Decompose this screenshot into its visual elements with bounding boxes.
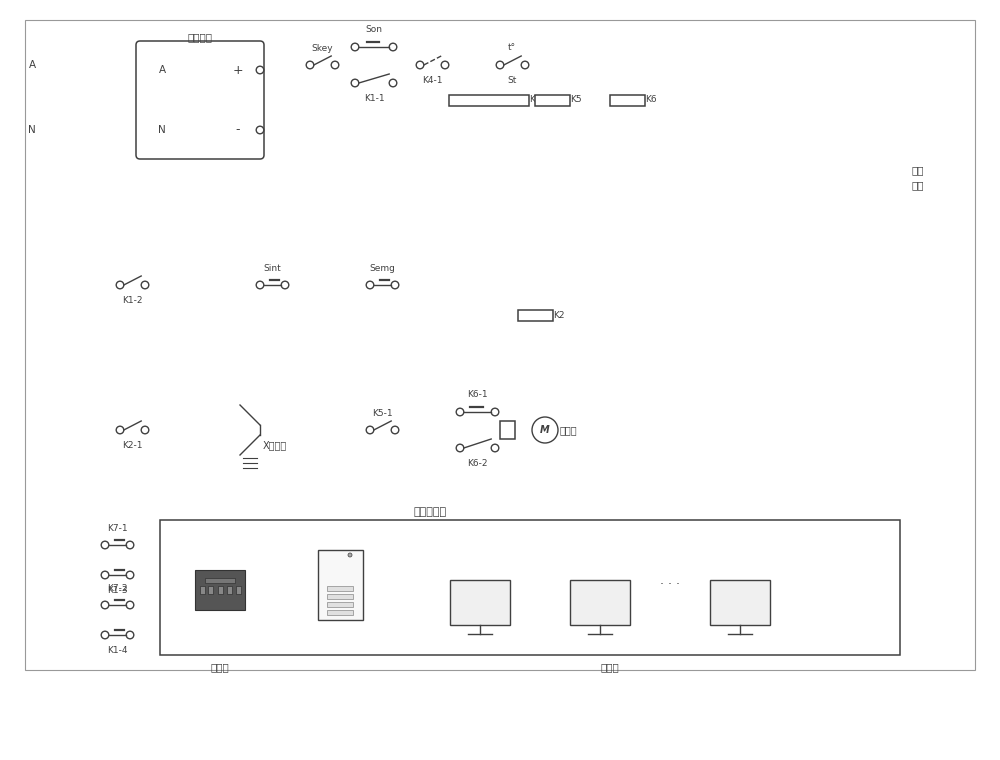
Circle shape [496, 62, 504, 69]
Circle shape [389, 43, 397, 51]
Bar [450, 580, 510, 625]
Circle shape [391, 426, 399, 434]
Bar [610, 94, 645, 106]
Circle shape [126, 601, 134, 609]
Text: 输送机: 输送机 [560, 425, 578, 435]
Bar [195, 570, 245, 610]
Text: K1-3: K1-3 [107, 586, 128, 595]
Text: K1-1: K1-1 [364, 94, 384, 103]
Text: X射线源: X射线源 [263, 440, 287, 450]
Bar [449, 94, 529, 106]
Circle shape [391, 281, 399, 289]
Text: K7-2: K7-2 [107, 584, 128, 593]
Circle shape [456, 408, 464, 416]
Bar [327, 594, 353, 599]
Bar [318, 550, 362, 620]
Text: 换向: 换向 [912, 165, 924, 175]
Circle shape [126, 541, 134, 549]
Circle shape [351, 79, 359, 87]
Text: St: St [508, 76, 517, 85]
Bar [218, 586, 222, 594]
Circle shape [126, 632, 134, 639]
Text: 操作电源: 操作电源 [188, 32, 212, 42]
FancyBboxPatch shape [136, 41, 264, 159]
Bar [327, 602, 353, 607]
Circle shape [101, 601, 109, 609]
Text: K4-1: K4-1 [422, 76, 443, 85]
Bar [236, 586, 240, 594]
Circle shape [389, 79, 397, 87]
Text: Sint: Sint [264, 264, 281, 273]
Circle shape [101, 632, 109, 639]
Text: Skey: Skey [312, 44, 333, 53]
Text: K5-1: K5-1 [372, 409, 393, 418]
Circle shape [491, 408, 499, 416]
Bar [200, 586, 205, 594]
Text: K6-1: K6-1 [467, 390, 488, 399]
Bar [327, 586, 353, 591]
Text: N: N [28, 125, 36, 135]
Text: K6: K6 [645, 96, 657, 105]
Bar [160, 520, 900, 655]
Circle shape [532, 417, 558, 443]
Circle shape [351, 43, 359, 51]
Text: M: M [540, 425, 550, 435]
Text: +: + [233, 64, 243, 77]
Bar [518, 309, 553, 321]
Bar [710, 580, 770, 625]
Text: K5: K5 [570, 96, 582, 105]
Circle shape [256, 281, 264, 289]
Text: K6-2: K6-2 [467, 459, 488, 468]
Circle shape [456, 444, 464, 451]
Bar [535, 94, 570, 106]
Circle shape [416, 62, 424, 69]
Text: 机内计算机: 机内计算机 [413, 507, 447, 517]
Circle shape [126, 572, 134, 579]
Text: . . .: . . . [660, 574, 680, 587]
Circle shape [441, 62, 449, 69]
Circle shape [116, 426, 124, 434]
Text: N: N [158, 125, 166, 135]
Text: Son: Son [366, 25, 382, 34]
Bar [226, 586, 232, 594]
Text: K1-4: K1-4 [107, 646, 128, 655]
Bar [208, 586, 213, 594]
Text: K2-1: K2-1 [122, 441, 143, 450]
Text: 测控板: 测控板 [211, 662, 229, 672]
Text: K1-2: K1-2 [122, 296, 143, 305]
Bar [25, 20, 975, 670]
Circle shape [281, 281, 289, 289]
Circle shape [366, 426, 374, 434]
Circle shape [491, 444, 499, 451]
Text: K7-1: K7-1 [107, 524, 128, 533]
Circle shape [331, 62, 339, 69]
Circle shape [306, 62, 314, 69]
Text: t°: t° [508, 43, 516, 52]
Circle shape [256, 66, 264, 74]
Circle shape [256, 126, 264, 134]
Circle shape [348, 553, 352, 557]
Bar [570, 580, 630, 625]
Circle shape [116, 281, 124, 289]
Circle shape [521, 62, 529, 69]
Circle shape [141, 281, 149, 289]
Text: A: A [158, 65, 166, 75]
Bar [327, 610, 353, 615]
Circle shape [101, 572, 109, 579]
Circle shape [141, 426, 149, 434]
Text: Semg: Semg [370, 264, 395, 273]
Text: A: A [28, 60, 36, 70]
Text: -: - [236, 123, 240, 137]
Text: 显示器: 显示器 [601, 662, 619, 672]
Text: K1: K1 [529, 96, 541, 105]
Circle shape [101, 541, 109, 549]
Bar [205, 578, 235, 583]
Circle shape [366, 281, 374, 289]
Text: 控制: 控制 [912, 180, 924, 190]
Bar [500, 421, 515, 439]
Text: K2: K2 [553, 311, 565, 319]
